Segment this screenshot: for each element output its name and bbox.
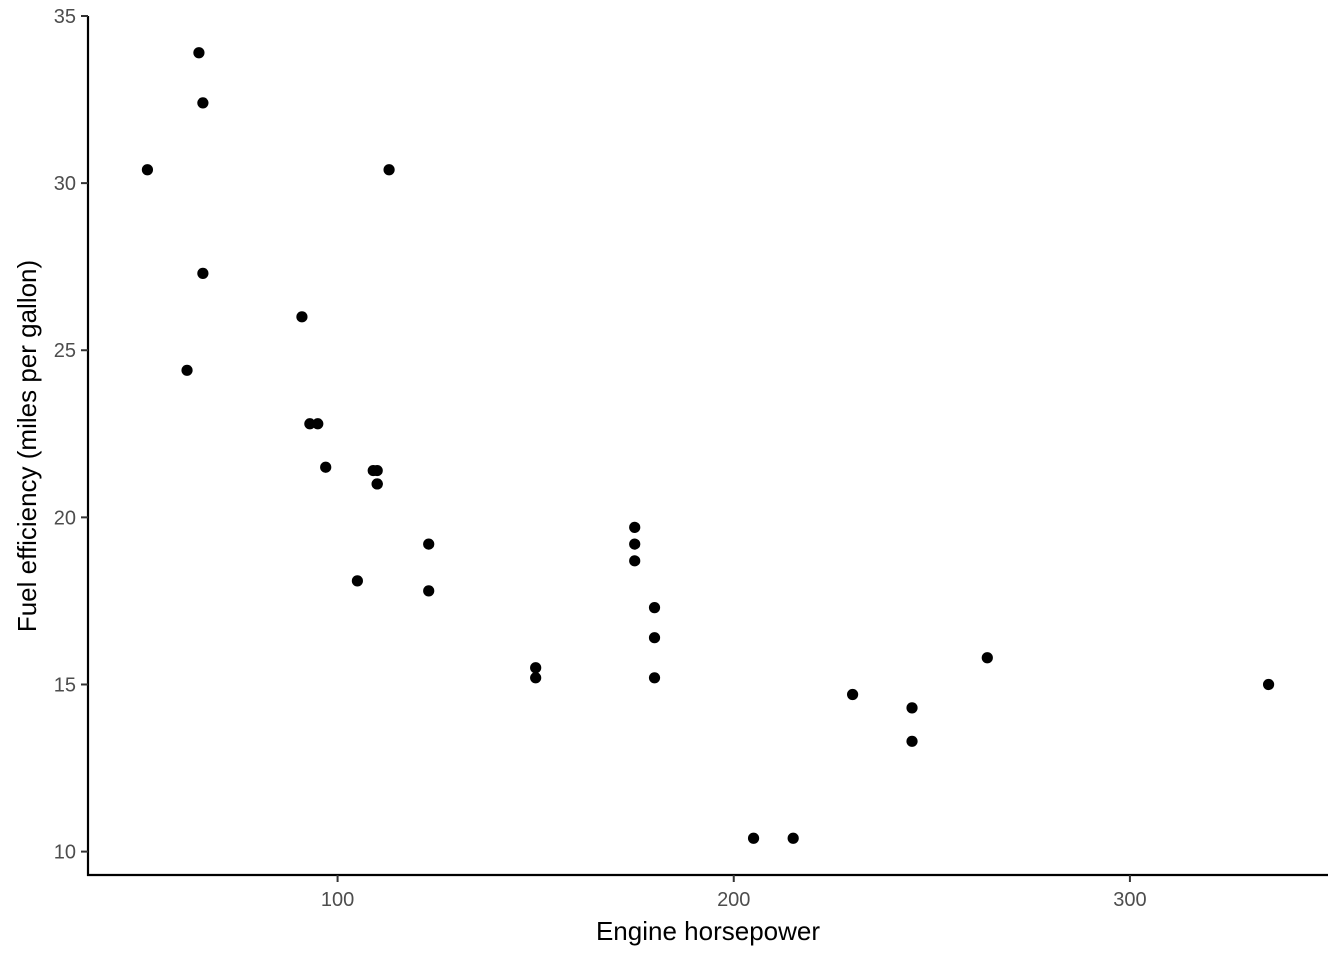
data-point (193, 47, 205, 59)
data-point (629, 555, 641, 567)
points-layer (141, 47, 1275, 844)
data-point (383, 164, 395, 176)
y-tick-label: 15 (54, 674, 76, 696)
data-point (197, 97, 209, 109)
y-tick-label: 10 (54, 842, 76, 864)
data-point (304, 418, 316, 430)
y-tick-label: 20 (54, 507, 76, 529)
x-tick-label: 200 (717, 889, 750, 911)
x-axis-title: Engine horsepower (596, 916, 820, 946)
data-point (423, 585, 435, 597)
x-ticks: 100 200 300 (321, 875, 1147, 911)
y-tick-label: 30 (54, 173, 76, 195)
data-point (747, 832, 760, 844)
data-point (312, 418, 324, 430)
data-point (787, 832, 799, 844)
y-ticks: 10 15 20 25 30 35 (54, 6, 88, 864)
data-point (320, 461, 332, 473)
data-point (181, 364, 193, 376)
y-tick-label: 25 (54, 340, 76, 362)
data-point (1262, 678, 1275, 691)
data-point (197, 267, 209, 279)
data-point (530, 662, 542, 674)
data-point (981, 652, 993, 664)
data-point (141, 164, 154, 176)
data-point (423, 538, 435, 550)
data-point (371, 478, 383, 490)
x-tick-label: 100 (321, 889, 354, 911)
data-point (296, 311, 308, 323)
data-point (367, 464, 379, 477)
data-point (629, 521, 641, 533)
data-point (629, 538, 641, 550)
x-tick-label: 300 (1113, 889, 1146, 911)
data-point (648, 632, 661, 644)
data-point (648, 672, 661, 684)
data-point (530, 672, 542, 684)
data-point (906, 735, 918, 747)
y-axis-title: Fuel efficiency (miles per gallon) (12, 260, 42, 632)
y-tick-label: 35 (54, 6, 76, 28)
data-point (906, 702, 918, 714)
data-point (351, 575, 363, 587)
data-point (648, 602, 661, 614)
data-point (847, 688, 859, 701)
